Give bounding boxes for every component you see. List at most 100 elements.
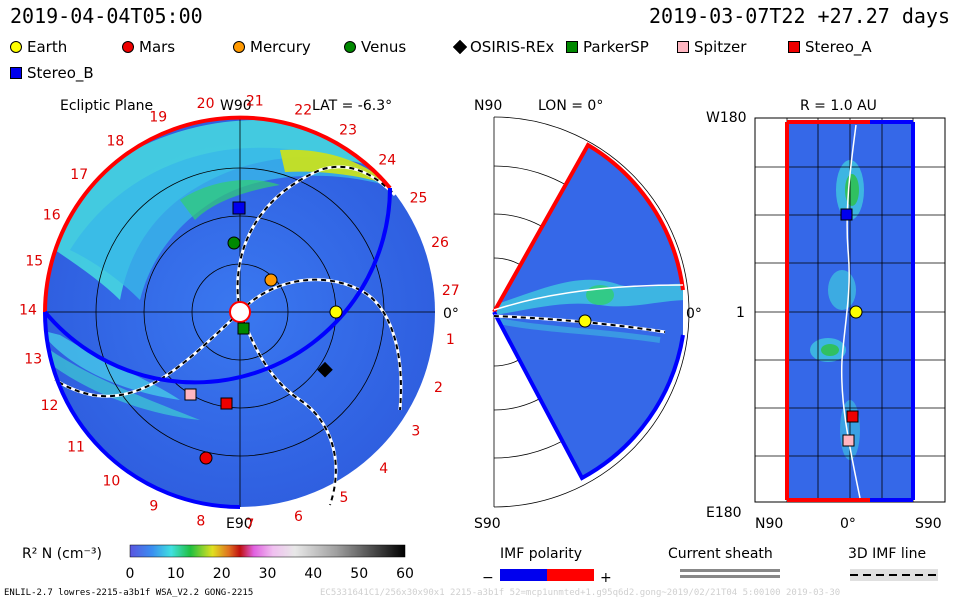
- carrington-label-8: 8: [196, 513, 205, 529]
- ecliptic-stereo-b-arc: [43, 187, 392, 385]
- radial-panel: R = 1.0 AU W180 E180 1 N90 0° S90: [706, 98, 946, 532]
- mercury-marker-icon: [233, 41, 245, 53]
- carrington-label-11: 11: [67, 439, 85, 455]
- osiris-rex-marker: [317, 361, 333, 378]
- carrington-label-2: 2: [434, 380, 443, 396]
- meridional-wedge: [494, 145, 683, 478]
- radial-spitzer-marker: [842, 434, 855, 447]
- current-sheath-swatch: [680, 569, 780, 572]
- colorbar-bar: [129, 544, 406, 558]
- stereo-b-marker-icon: [10, 67, 22, 79]
- carrington-label-1: 1: [446, 332, 455, 348]
- ecliptic-top-label: W90: [220, 98, 252, 114]
- ecliptic-lat-label: LAT = -6.3°: [312, 98, 392, 114]
- colorbar-tick-60: 60: [396, 566, 414, 582]
- legend-item-venus: Venus: [344, 38, 406, 56]
- legend-item-stereo-a: Stereo_A: [788, 38, 872, 56]
- right-timestamp: 2019-03-07T22 +27.27 days: [648, 4, 950, 28]
- colorbar-tick-0: 0: [126, 566, 135, 582]
- venus-marker: [227, 236, 241, 250]
- carrington-label-15: 15: [25, 254, 43, 270]
- ecliptic-right-label: 0°: [443, 306, 459, 322]
- carrington-label-7: 7: [245, 517, 254, 533]
- meridional-bottom-label: S90: [474, 516, 501, 532]
- carrington-label-5: 5: [339, 490, 348, 506]
- legend-item-spitzer: Spitzer: [677, 38, 746, 56]
- spitzer-marker-icon: [677, 41, 689, 53]
- parkersp-marker-icon: [566, 41, 578, 53]
- carrington-label-19: 19: [149, 109, 167, 125]
- earth-marker: [329, 305, 343, 319]
- radial-x-label-0: 0°: [840, 516, 856, 532]
- carrington-label-16: 16: [43, 208, 61, 224]
- radial-top-left-label: W180: [706, 110, 747, 126]
- sun-icon: [229, 301, 251, 323]
- mars-marker: [199, 451, 213, 465]
- colorbar: R² N (cm⁻³) 0 10 20 30 40 50 60: [22, 544, 414, 582]
- carrington-label-10: 10: [102, 474, 120, 490]
- imf-plus-label: +: [600, 570, 612, 586]
- radial-bottom-left-label: E180: [706, 505, 742, 521]
- meridional-right-label: 0°: [686, 306, 702, 322]
- legend-item-mercury: Mercury: [233, 38, 311, 56]
- meridional-panel: N90 LON = 0° S90 0°: [474, 98, 702, 532]
- colorbar-tick-30: 30: [259, 566, 277, 582]
- meridional-earth-marker: [578, 314, 592, 328]
- carrington-label-17: 17: [70, 167, 88, 183]
- colorbar-tick-20: 20: [213, 566, 231, 582]
- meridional-top-label: N90: [474, 98, 502, 114]
- carrington-label-25: 25: [410, 191, 428, 207]
- radial-stereo-b-marker: [840, 208, 853, 221]
- radial-stereo-a-marker: [846, 410, 859, 423]
- parkersp-marker: [237, 322, 250, 335]
- imf-negative-swatch: [500, 569, 547, 581]
- carrington-label-4: 4: [379, 461, 388, 477]
- imf-positive-swatch: [547, 569, 594, 581]
- radial-title: R = 1.0 AU: [800, 98, 877, 114]
- carrington-label-20: 20: [197, 96, 215, 112]
- current-sheath-title: Current sheath: [668, 546, 773, 562]
- ecliptic-bodies: [184, 201, 343, 465]
- carrington-label-26: 26: [431, 235, 449, 251]
- carrington-label-3: 3: [411, 424, 420, 440]
- mars-marker-icon: [122, 41, 134, 53]
- radial-mid-left-label: 1: [736, 305, 745, 321]
- imf-minus-label: −: [482, 570, 494, 586]
- ecliptic-panel: Ecliptic Plane W90 LAT = -6.3° E90 0°: [19, 94, 460, 533]
- carrington-label-9: 9: [149, 499, 158, 515]
- colorbar-label: R² N (cm⁻³): [22, 546, 102, 562]
- carrington-label-21: 21: [246, 94, 264, 110]
- stereo-a-marker-icon: [788, 41, 800, 53]
- radial-earth-marker: [849, 305, 863, 319]
- colorbar-tick-50: 50: [350, 566, 368, 582]
- radial-x-label-s90: S90: [915, 516, 942, 532]
- legend-item-osiris-rex: OSIRIS-REx: [452, 38, 554, 56]
- footer-run-info: EC5331641C1/256x30x90x1 2215-a3b1f 52=mc…: [320, 588, 841, 598]
- ecliptic-bottom-label: E90: [226, 516, 253, 532]
- meridional-lon-label: LON = 0°: [538, 98, 603, 114]
- carrington-label-23: 23: [339, 123, 357, 139]
- footer-model-info: ENLIL-2.7 lowres-2215-a3b1f WSA_V2.2 GON…: [4, 588, 254, 598]
- colorbar-ticks: 0 10 20 30 40 50 60: [126, 566, 414, 582]
- carrington-label-6: 6: [294, 509, 303, 525]
- stereo-b-marker: [232, 201, 246, 215]
- legend-item-stereo-b: Stereo_B: [10, 64, 94, 82]
- spitzer-marker: [184, 388, 197, 401]
- colorbar-tick-10: 10: [167, 566, 185, 582]
- carrington-label-22: 22: [294, 103, 312, 119]
- ecliptic-title: Ecliptic Plane: [60, 98, 153, 114]
- radial-x-label-n90: N90: [755, 516, 783, 532]
- earth-marker-icon: [10, 41, 22, 53]
- ecliptic-stereo-a-arc: [43, 115, 392, 313]
- colorbar-tick-40: 40: [304, 566, 322, 582]
- legend-item-earth: Earth: [10, 38, 67, 56]
- mercury-marker: [264, 273, 278, 287]
- left-timestamp: 2019-04-04T05:00: [10, 4, 203, 28]
- carrington-label-14: 14: [19, 303, 37, 319]
- carrington-label-24: 24: [378, 153, 396, 169]
- imf-line-title: 3D IMF line: [848, 546, 926, 562]
- venus-marker-icon: [344, 41, 356, 53]
- legend-item-mars: Mars: [122, 38, 175, 56]
